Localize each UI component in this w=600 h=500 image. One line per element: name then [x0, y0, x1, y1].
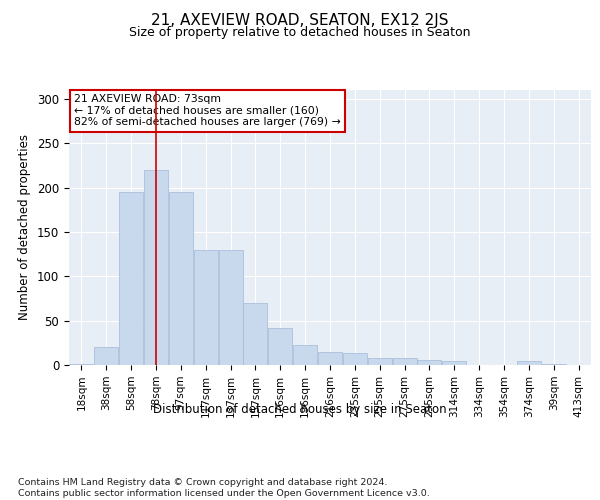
- Bar: [293, 346, 317, 365]
- Text: Size of property relative to detached houses in Seaton: Size of property relative to detached ho…: [129, 26, 471, 39]
- Bar: [442, 360, 466, 365]
- Bar: [169, 192, 193, 365]
- Y-axis label: Number of detached properties: Number of detached properties: [19, 134, 31, 320]
- Bar: [368, 358, 392, 365]
- Bar: [94, 348, 118, 365]
- Text: Distribution of detached houses by size in Seaton: Distribution of detached houses by size …: [153, 402, 447, 415]
- Bar: [268, 328, 292, 365]
- Bar: [194, 250, 218, 365]
- Bar: [70, 364, 94, 365]
- Text: 21, AXEVIEW ROAD, SEATON, EX12 2JS: 21, AXEVIEW ROAD, SEATON, EX12 2JS: [151, 12, 449, 28]
- Bar: [343, 354, 367, 365]
- Text: 21 AXEVIEW ROAD: 73sqm
← 17% of detached houses are smaller (160)
82% of semi-de: 21 AXEVIEW ROAD: 73sqm ← 17% of detached…: [74, 94, 341, 128]
- Bar: [392, 358, 416, 365]
- Bar: [144, 170, 168, 365]
- Bar: [418, 360, 442, 365]
- Bar: [119, 192, 143, 365]
- Bar: [318, 352, 342, 365]
- Text: Contains HM Land Registry data © Crown copyright and database right 2024.
Contai: Contains HM Land Registry data © Crown c…: [18, 478, 430, 498]
- Bar: [542, 364, 566, 365]
- Bar: [218, 250, 242, 365]
- Bar: [244, 303, 268, 365]
- Bar: [517, 360, 541, 365]
